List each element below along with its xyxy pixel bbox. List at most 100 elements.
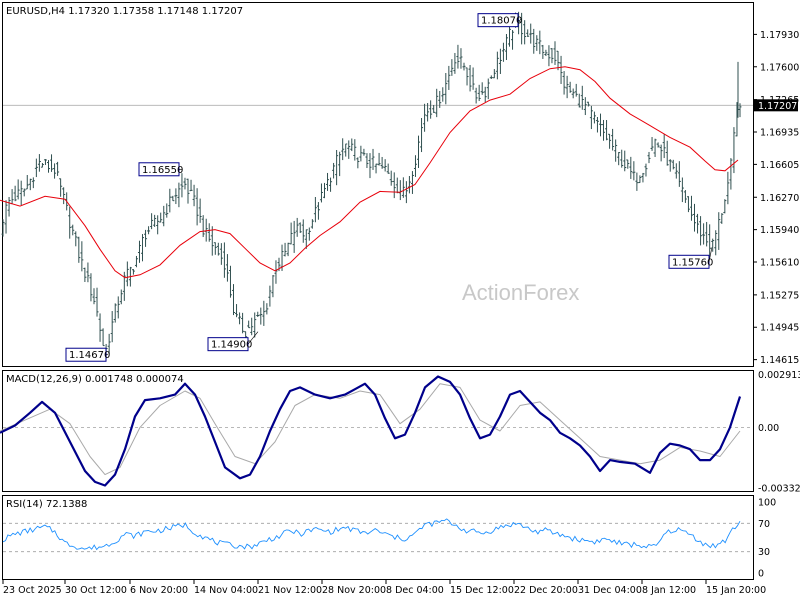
price-bar — [441, 87, 445, 102]
price-bar — [468, 64, 472, 92]
price-bar — [404, 181, 408, 204]
price-bar — [632, 161, 636, 181]
price-bar — [286, 242, 290, 257]
price-bar — [310, 219, 314, 229]
price-bar — [43, 159, 47, 165]
price-bar — [107, 333, 111, 354]
price-bar — [150, 213, 154, 230]
x-tick-label: 6 Nov 20:00 — [130, 585, 188, 596]
rsi-y-tick-label: 0 — [758, 569, 764, 580]
price-bar — [137, 240, 141, 263]
x-tick-label: 15 Jan 20:00 — [706, 585, 766, 596]
price-bar — [80, 241, 84, 272]
price-bar — [168, 188, 172, 213]
price-bar — [332, 162, 336, 179]
price-bar — [392, 172, 396, 199]
price-bar — [413, 155, 417, 177]
price-bar — [195, 188, 199, 226]
price-layer: 1.18070 1.16550 1.14670 1.14900 1.15760 — [0, 11, 753, 362]
price-bar — [144, 229, 148, 247]
macd-y-tick-label: 0.002913 — [758, 370, 800, 381]
price-bar — [568, 81, 572, 93]
price-bar — [74, 231, 78, 247]
price-bar — [732, 127, 736, 174]
price-bar — [495, 51, 499, 80]
price-bar — [377, 152, 381, 166]
price-bar — [511, 30, 515, 50]
price-bar — [614, 139, 618, 162]
price-bar — [22, 188, 26, 197]
current-price-label: 1.17207 — [758, 101, 797, 112]
price-bar — [504, 34, 508, 61]
watermark: ActionForex — [462, 280, 579, 305]
price-bar — [59, 178, 63, 197]
price-bar — [453, 52, 457, 74]
y-tick-label: 1.16935 — [760, 128, 799, 139]
price-bar — [241, 312, 245, 334]
price-bar — [92, 288, 96, 305]
price-bar — [235, 304, 239, 318]
price-bar — [683, 190, 687, 203]
price-bar — [723, 199, 727, 214]
price-bar — [31, 177, 35, 189]
price-bar — [562, 71, 566, 95]
price-annotation: 1.16550 — [138, 162, 183, 177]
price-bar — [13, 185, 17, 202]
price-bar — [131, 269, 135, 275]
price-bar — [283, 242, 287, 257]
y-tick-label: 1.15940 — [760, 225, 799, 236]
price-bar — [547, 45, 551, 67]
price-bar — [456, 44, 460, 69]
x-tick-label: 14 Nov 04:00 — [194, 585, 258, 596]
price-bar — [125, 261, 129, 287]
price-bar — [438, 90, 442, 108]
price-bar — [232, 284, 236, 316]
price-bar — [216, 242, 220, 256]
price-bar — [177, 182, 181, 208]
x-tick-label: 8 Jan 12:00 — [642, 585, 696, 596]
price-bar — [62, 187, 66, 205]
current-price-box — [754, 99, 798, 112]
price-bar — [532, 28, 536, 54]
price-bar — [71, 224, 75, 236]
annotation-label: 1.14670 — [69, 350, 110, 361]
price-bar — [656, 142, 660, 148]
price-bar — [180, 173, 184, 198]
price-bar — [686, 196, 690, 213]
price-bar — [292, 220, 296, 253]
price-bar — [426, 102, 430, 122]
price-bar — [253, 312, 257, 338]
price-bar — [605, 120, 609, 141]
price-bar — [189, 179, 193, 192]
price-bar — [617, 152, 621, 166]
x-tick-label: 8 Dec 04:00 — [386, 585, 444, 596]
price-annotation: 1.15760 — [668, 247, 713, 269]
price-bar — [629, 156, 633, 179]
price-bar — [565, 75, 569, 99]
annotation-box — [477, 13, 519, 28]
annotation-pointer — [105, 353, 109, 356]
y-tick-label: 1.16605 — [760, 160, 799, 171]
annotation-pointer — [517, 19, 521, 21]
price-bar — [228, 265, 232, 298]
price-bar — [611, 128, 615, 151]
price-bar — [68, 206, 72, 239]
price-bar — [28, 178, 32, 191]
price-bar — [313, 196, 317, 223]
price-bar — [677, 161, 681, 187]
price-bar — [219, 243, 223, 265]
price-bar — [538, 30, 542, 55]
price-bar — [486, 78, 490, 100]
price-bar — [210, 226, 214, 256]
price-bar — [16, 179, 20, 200]
y-tick-label: 1.17930 — [760, 30, 799, 41]
y-tick-label: 1.15275 — [760, 290, 799, 301]
price-bar — [589, 105, 593, 130]
price-bar — [368, 153, 372, 179]
price-bar — [647, 151, 651, 164]
price-bar — [556, 50, 560, 71]
price-bar — [492, 69, 496, 79]
price-bar — [268, 285, 272, 307]
price-bar — [696, 213, 700, 234]
